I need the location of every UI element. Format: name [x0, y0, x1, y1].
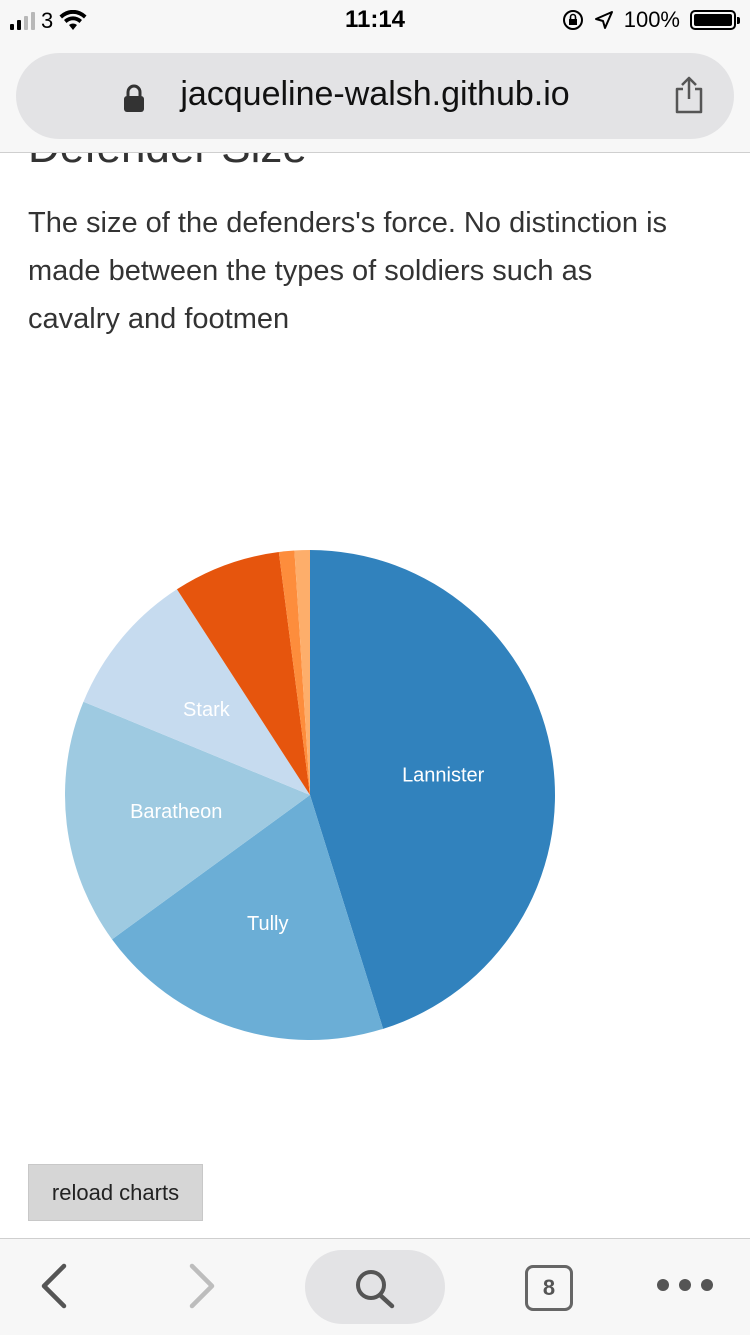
location-icon [594, 11, 613, 29]
url-text: jacqueline-walsh.github.io [180, 75, 570, 113]
battery-percent: 100% [623, 7, 680, 32]
status-time: 11:14 [344, 6, 406, 33]
browser-toolbar: 8 [0, 1238, 750, 1335]
carrier-label: 3 [41, 8, 54, 33]
pie-slice-unlabeled-5 [278, 550, 310, 795]
section-description: The size of the defenders's force. No di… [28, 207, 668, 335]
share-icon[interactable] [672, 75, 706, 115]
browser-url-area: jacqueline-walsh.github.io [0, 40, 750, 153]
pie-label-stark: Stark [183, 699, 231, 721]
pie-slice-baratheon [64, 701, 310, 940]
pie-slice-tully [112, 795, 384, 1040]
wifi-icon [59, 10, 87, 30]
search-icon [356, 1270, 395, 1309]
battery-icon [690, 10, 740, 30]
status-left: 3 [10, 8, 87, 34]
more-options-icon[interactable] [655, 1277, 715, 1293]
pie-label-baratheon: Baratheon [130, 801, 222, 823]
forward-icon[interactable] [184, 1261, 220, 1311]
pie-chart: Lannister Tully Baratheon Stark [64, 550, 555, 1040]
signal-strength-icon [10, 12, 35, 30]
lock-icon [124, 84, 144, 112]
page-content: Defender Size The size of the defenders'… [0, 153, 750, 1238]
back-icon[interactable] [36, 1261, 72, 1311]
search-button[interactable] [305, 1250, 445, 1324]
address-bar[interactable]: jacqueline-walsh.github.io [16, 53, 734, 139]
tabs-button[interactable]: 8 [525, 1265, 573, 1311]
pie-slice-lannister [310, 550, 555, 1029]
pie-slice-unlabeled-6 [294, 550, 310, 795]
section-heading: Defender Size [28, 153, 307, 173]
reload-charts-button[interactable]: reload charts [28, 1164, 203, 1221]
pie-slice-stark [83, 589, 310, 795]
pie-slice-unlabeled-4 [176, 551, 310, 795]
pie-label-tully: Tully [247, 913, 288, 935]
status-right: 100% [562, 7, 740, 33]
status-bar: 3 11:14 100% [0, 0, 750, 40]
orientation-lock-icon [562, 10, 583, 30]
pie-label-lannister: Lannister [402, 765, 485, 787]
pie-chart-container: Lannister Tully Baratheon Stark [0, 523, 750, 1083]
